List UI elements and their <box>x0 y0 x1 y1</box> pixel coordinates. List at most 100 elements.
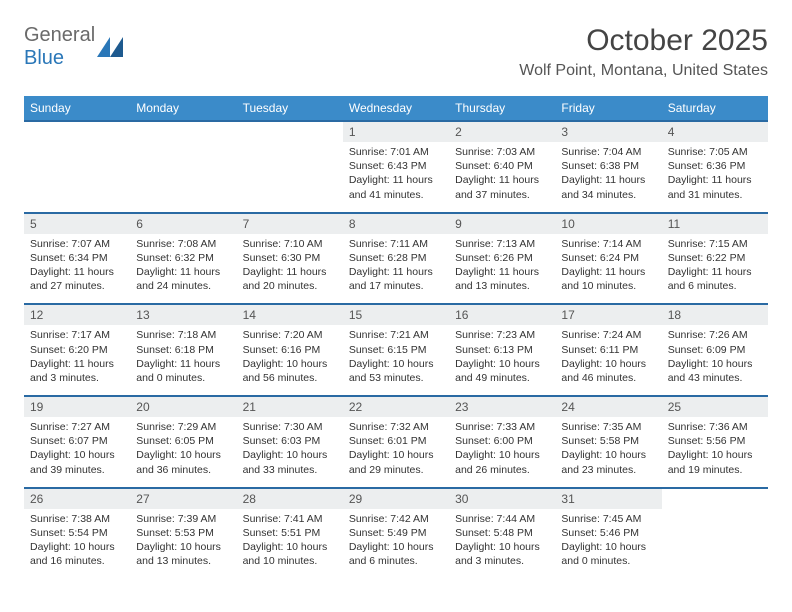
sunrise-text: Sunrise: 7:15 AM <box>668 237 762 251</box>
sunset-text: Sunset: 6:01 PM <box>349 434 443 448</box>
daylight-text: Daylight: 11 hours <box>455 265 549 279</box>
sunrise-text: Sunrise: 7:32 AM <box>349 420 443 434</box>
day-cell: Sunrise: 7:15 AMSunset: 6:22 PMDaylight:… <box>662 234 768 305</box>
sunrise-text: Sunrise: 7:35 AM <box>561 420 655 434</box>
day-number: 17 <box>555 304 661 325</box>
sunrise-text: Sunrise: 7:45 AM <box>561 512 655 526</box>
daylight-text: Daylight: 10 hours <box>30 448 124 462</box>
daylight-text: and 31 minutes. <box>668 188 762 202</box>
daylight-text: Daylight: 10 hours <box>668 357 762 371</box>
daylight-text: and 3 minutes. <box>30 371 124 385</box>
day-number <box>662 488 768 509</box>
day-cell: Sunrise: 7:45 AMSunset: 5:46 PMDaylight:… <box>555 509 661 579</box>
day-cell: Sunrise: 7:08 AMSunset: 6:32 PMDaylight:… <box>130 234 236 305</box>
day-cell: Sunrise: 7:17 AMSunset: 6:20 PMDaylight:… <box>24 325 130 396</box>
sunrise-text: Sunrise: 7:41 AM <box>243 512 337 526</box>
daylight-text: and 0 minutes. <box>136 371 230 385</box>
daylight-text: Daylight: 10 hours <box>136 540 230 554</box>
day-cell: Sunrise: 7:29 AMSunset: 6:05 PMDaylight:… <box>130 417 236 488</box>
day-number: 2 <box>449 121 555 142</box>
day-number: 19 <box>24 396 130 417</box>
sunrise-text: Sunrise: 7:29 AM <box>136 420 230 434</box>
day-number: 9 <box>449 213 555 234</box>
daylight-text: and 37 minutes. <box>455 188 549 202</box>
detail-row: Sunrise: 7:07 AMSunset: 6:34 PMDaylight:… <box>24 234 768 305</box>
day-number: 30 <box>449 488 555 509</box>
sunset-text: Sunset: 6:22 PM <box>668 251 762 265</box>
daynum-row: 19202122232425 <box>24 396 768 417</box>
day-cell: Sunrise: 7:42 AMSunset: 5:49 PMDaylight:… <box>343 509 449 579</box>
day-header: Tuesday <box>237 96 343 121</box>
sunset-text: Sunset: 6:11 PM <box>561 343 655 357</box>
sunset-text: Sunset: 6:20 PM <box>30 343 124 357</box>
day-cell: Sunrise: 7:39 AMSunset: 5:53 PMDaylight:… <box>130 509 236 579</box>
sunrise-text: Sunrise: 7:08 AM <box>136 237 230 251</box>
day-header: Sunday <box>24 96 130 121</box>
sunset-text: Sunset: 6:26 PM <box>455 251 549 265</box>
day-cell: Sunrise: 7:04 AMSunset: 6:38 PMDaylight:… <box>555 142 661 213</box>
daylight-text: Daylight: 10 hours <box>561 448 655 462</box>
daylight-text: Daylight: 11 hours <box>243 265 337 279</box>
detail-row: Sunrise: 7:27 AMSunset: 6:07 PMDaylight:… <box>24 417 768 488</box>
sunrise-text: Sunrise: 7:30 AM <box>243 420 337 434</box>
daylight-text: Daylight: 10 hours <box>243 448 337 462</box>
daylight-text: and 29 minutes. <box>349 463 443 477</box>
sunset-text: Sunset: 5:49 PM <box>349 526 443 540</box>
daylight-text: Daylight: 11 hours <box>136 265 230 279</box>
day-number: 25 <box>662 396 768 417</box>
sunset-text: Sunset: 6:03 PM <box>243 434 337 448</box>
daylight-text: and 46 minutes. <box>561 371 655 385</box>
daylight-text: and 41 minutes. <box>349 188 443 202</box>
day-number: 24 <box>555 396 661 417</box>
day-cell <box>662 509 768 579</box>
day-cell: Sunrise: 7:11 AMSunset: 6:28 PMDaylight:… <box>343 234 449 305</box>
daylight-text: Daylight: 11 hours <box>349 265 443 279</box>
day-cell: Sunrise: 7:05 AMSunset: 6:36 PMDaylight:… <box>662 142 768 213</box>
daylight-text: and 13 minutes. <box>455 279 549 293</box>
day-number: 8 <box>343 213 449 234</box>
sunset-text: Sunset: 6:15 PM <box>349 343 443 357</box>
daylight-text: and 39 minutes. <box>30 463 124 477</box>
sunrise-text: Sunrise: 7:18 AM <box>136 328 230 342</box>
daylight-text: and 56 minutes. <box>243 371 337 385</box>
sunrise-text: Sunrise: 7:07 AM <box>30 237 124 251</box>
day-cell <box>24 142 130 213</box>
day-cell: Sunrise: 7:18 AMSunset: 6:18 PMDaylight:… <box>130 325 236 396</box>
daylight-text: Daylight: 11 hours <box>30 265 124 279</box>
detail-row: Sunrise: 7:38 AMSunset: 5:54 PMDaylight:… <box>24 509 768 579</box>
daylight-text: and 49 minutes. <box>455 371 549 385</box>
daynum-row: 567891011 <box>24 213 768 234</box>
daylight-text: and 20 minutes. <box>243 279 337 293</box>
day-cell <box>237 142 343 213</box>
sunset-text: Sunset: 6:18 PM <box>136 343 230 357</box>
sunset-text: Sunset: 6:28 PM <box>349 251 443 265</box>
sunrise-text: Sunrise: 7:36 AM <box>668 420 762 434</box>
daylight-text: and 53 minutes. <box>349 371 443 385</box>
day-number: 23 <box>449 396 555 417</box>
daylight-text: and 17 minutes. <box>349 279 443 293</box>
day-number: 21 <box>237 396 343 417</box>
daylight-text: Daylight: 10 hours <box>561 540 655 554</box>
sunrise-text: Sunrise: 7:44 AM <box>455 512 549 526</box>
day-cell: Sunrise: 7:41 AMSunset: 5:51 PMDaylight:… <box>237 509 343 579</box>
day-cell: Sunrise: 7:01 AMSunset: 6:43 PMDaylight:… <box>343 142 449 213</box>
day-number: 11 <box>662 213 768 234</box>
day-cell: Sunrise: 7:26 AMSunset: 6:09 PMDaylight:… <box>662 325 768 396</box>
day-header: Wednesday <box>343 96 449 121</box>
daylight-text: Daylight: 10 hours <box>668 448 762 462</box>
sunrise-text: Sunrise: 7:03 AM <box>455 145 549 159</box>
header: General Blue October 2025 Wolf Point, Mo… <box>24 24 768 88</box>
daylight-text: Daylight: 11 hours <box>668 173 762 187</box>
sunrise-text: Sunrise: 7:05 AM <box>668 145 762 159</box>
daylight-text: and 13 minutes. <box>136 554 230 568</box>
daylight-text: and 23 minutes. <box>561 463 655 477</box>
sunset-text: Sunset: 6:38 PM <box>561 159 655 173</box>
daylight-text: and 24 minutes. <box>136 279 230 293</box>
sunset-text: Sunset: 6:09 PM <box>668 343 762 357</box>
daynum-row: 12131415161718 <box>24 304 768 325</box>
day-header: Thursday <box>449 96 555 121</box>
daylight-text: Daylight: 11 hours <box>349 173 443 187</box>
day-number: 28 <box>237 488 343 509</box>
sunrise-text: Sunrise: 7:13 AM <box>455 237 549 251</box>
day-number: 7 <box>237 213 343 234</box>
